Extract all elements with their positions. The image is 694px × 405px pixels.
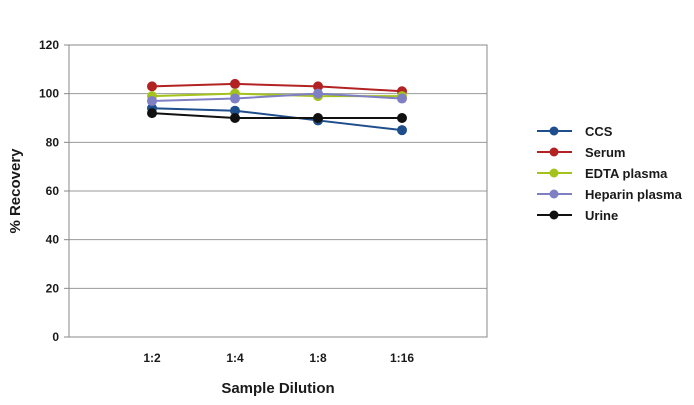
legend-label: Urine (585, 208, 618, 223)
series-ccs (147, 103, 407, 136)
data-point (147, 108, 157, 119)
x-tick-label: 1:2 (143, 351, 161, 365)
legend-swatch-marker (549, 189, 559, 199)
legend-swatch-marker (549, 147, 559, 157)
data-point (147, 95, 157, 106)
y-tick-label: 80 (46, 135, 60, 149)
data-point (397, 113, 407, 123)
y-tick-label: 100 (39, 87, 59, 101)
series-line (151, 107, 403, 132)
legend-label: CCS (585, 124, 613, 139)
legend-item: CCS (537, 124, 613, 139)
legend-label: EDTA plasma (585, 166, 668, 181)
legend-item: Heparin plasma (537, 187, 683, 202)
legend-item: Serum (537, 145, 625, 160)
data-point (397, 93, 407, 104)
series-line (151, 112, 402, 119)
series-urine (147, 108, 407, 123)
legend-swatch-marker (549, 126, 559, 136)
x-tick-label: 1:8 (309, 351, 327, 365)
grid-lines (69, 93, 487, 289)
series-heparin-plasma (147, 88, 407, 106)
legend-label: Heparin plasma (585, 187, 683, 202)
x-tick-label: 1:4 (226, 351, 244, 365)
x-tick-label: 1:16 (390, 351, 414, 365)
legend: CCS Serum EDTA plasma Heparin plasma Urine (537, 124, 683, 223)
y-tick-label: 40 (46, 233, 60, 247)
data-point (313, 88, 323, 99)
data-point (230, 78, 240, 89)
series-edta-plasma (147, 88, 407, 102)
y-tick-label: 120 (39, 38, 59, 52)
data-point (230, 113, 240, 123)
legend-item: Urine (537, 208, 618, 223)
data-point (397, 125, 407, 136)
y-axis-ticks: 0 20 40 60 80 100 120 (39, 38, 69, 344)
x-axis-ticks: 1:2 1:4 1:8 1:16 (143, 351, 414, 365)
legend-item: EDTA plasma (537, 166, 668, 181)
data-point (313, 113, 323, 123)
y-tick-label: 60 (46, 184, 60, 198)
data-point (147, 81, 157, 92)
y-tick-label: 0 (52, 330, 59, 344)
series-group (147, 78, 407, 136)
legend-label: Serum (585, 145, 625, 160)
data-point (230, 93, 240, 104)
legend-swatch-marker (549, 210, 559, 220)
series-line (151, 82, 403, 93)
x-axis-title: Sample Dilution (221, 380, 334, 397)
y-tick-label: 20 (46, 281, 60, 295)
series-line (151, 92, 403, 102)
y-axis-title: % Recovery (7, 148, 24, 234)
legend-swatch-marker (549, 168, 559, 178)
